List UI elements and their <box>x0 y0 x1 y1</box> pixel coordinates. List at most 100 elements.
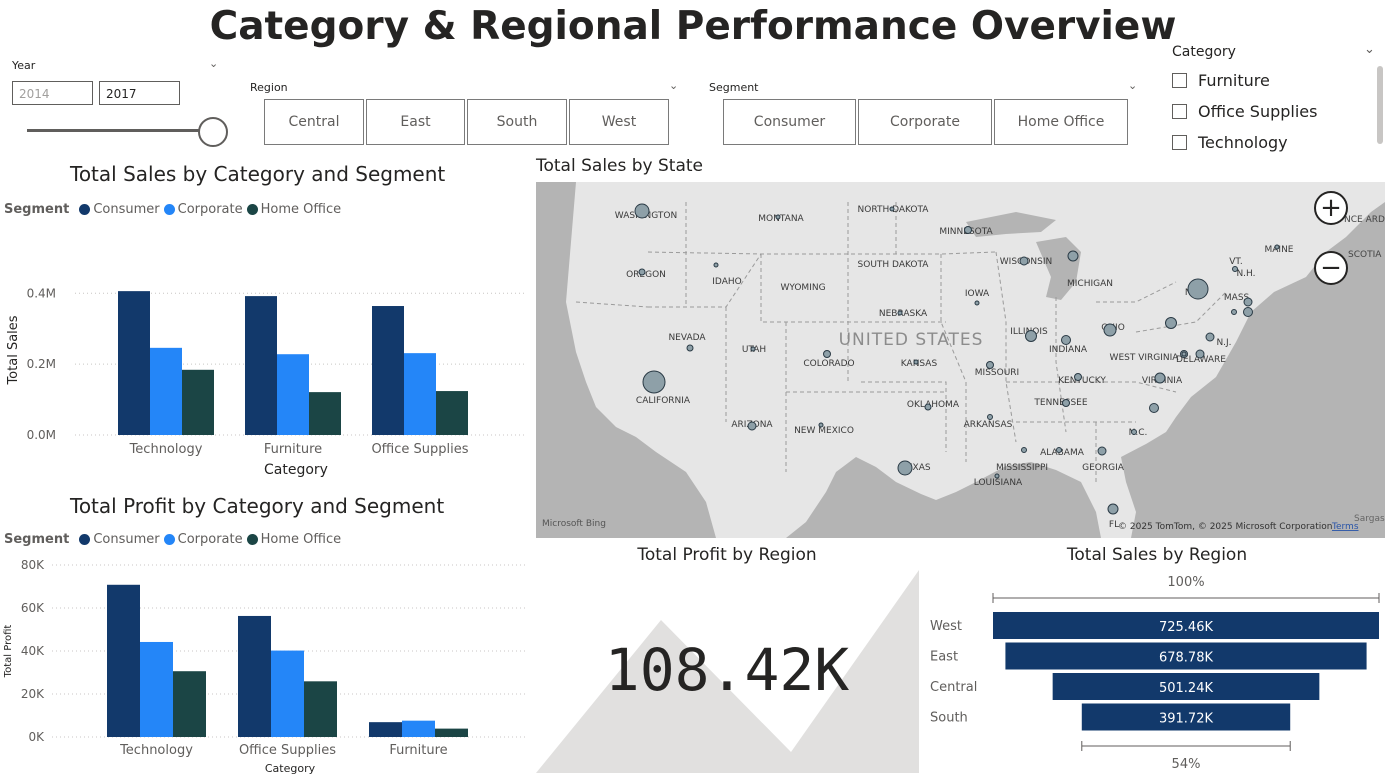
map-canvas[interactable]: WASHINGTON OREGON MONTANA IDAHO NORTH DA… <box>536 182 1385 538</box>
year-from-input[interactable]: 2014 <box>12 81 93 105</box>
region-tile-central[interactable]: Central <box>264 99 364 145</box>
checkbox[interactable] <box>1172 73 1187 88</box>
state-bubble <box>634 203 650 219</box>
map-terms-link[interactable]: Terms <box>1331 522 1359 532</box>
state-label: NEBRASKA <box>879 309 928 319</box>
category-item-label: Office Supplies <box>1198 102 1318 121</box>
bar-corporate[interactable] <box>404 353 436 435</box>
profit-bar-chart[interactable]: Total Profit Category 0K 20K 40K 60K 80K Tech… <box>0 555 530 777</box>
category-item-furniture[interactable]: Furniture <box>1172 65 1317 96</box>
bar-home-office[interactable] <box>182 369 214 435</box>
state-label: MICHIGAN <box>1067 279 1113 289</box>
bar-consumer[interactable] <box>118 291 150 435</box>
chevron-down-icon[interactable]: ⌄ <box>209 57 219 70</box>
state-bubble <box>642 370 666 394</box>
bar-home-office[interactable] <box>173 671 206 737</box>
state-bubble <box>775 214 781 220</box>
legend-item-home-office[interactable]: Home Office <box>260 202 342 217</box>
state-bubble <box>974 300 980 306</box>
checkbox[interactable] <box>1172 104 1187 119</box>
category-item-technology[interactable]: Technology <box>1172 127 1317 158</box>
map-lake <box>966 212 1056 237</box>
bar-corporate[interactable] <box>402 720 435 737</box>
zoom-in-button[interactable]: + <box>1314 191 1348 225</box>
bar-home-office[interactable] <box>435 728 468 737</box>
year-to-input[interactable]: 2017 <box>99 81 180 105</box>
y-axis-label: Total Sales <box>6 315 21 385</box>
state-bubble <box>1097 446 1107 456</box>
category-item-label: Furniture <box>1198 71 1270 90</box>
legend-dot-consumer <box>79 204 91 215</box>
funnel-bar-west[interactable] <box>993 612 1379 639</box>
bar-home-office[interactable] <box>309 392 341 435</box>
bar-corporate[interactable] <box>140 641 173 737</box>
state-bubble <box>913 359 919 365</box>
state-bubble <box>924 403 932 411</box>
checkbox[interactable] <box>1172 135 1187 150</box>
kpi-shape <box>536 570 919 773</box>
sales-chart-legend: Segment Consumer Corporate Home Office <box>4 202 341 217</box>
x-tick-label: Office Supplies <box>371 442 468 457</box>
legend-item-consumer[interactable]: Consumer <box>93 202 160 217</box>
state-label: TEXAS <box>900 463 931 473</box>
chevron-down-icon[interactable]: ⌄ <box>669 79 679 92</box>
legend-item-corporate[interactable]: Corporate <box>177 532 243 547</box>
state-bubble <box>686 344 694 352</box>
state-bubble <box>750 346 756 352</box>
sales-bubbles[interactable] <box>634 203 1280 515</box>
state-bubble <box>994 473 1000 479</box>
state-label: SOUTH DAKOTA <box>858 260 930 270</box>
state-bubble <box>638 268 646 276</box>
state-bubble <box>1181 351 1187 357</box>
category-item-label: Technology <box>1198 133 1288 152</box>
funnel-bar-central[interactable] <box>1052 673 1320 700</box>
y-tick-label: 40K <box>21 644 45 658</box>
bar-corporate[interactable] <box>277 354 309 435</box>
state-bubble <box>987 414 993 420</box>
kpi-background-shape <box>536 570 919 773</box>
category-item-office-supplies[interactable]: Office Supplies <box>1172 96 1317 127</box>
funnel-bar-east[interactable] <box>1005 642 1367 670</box>
page-title: Category & Regional Performance Overview <box>209 4 1177 49</box>
chevron-down-icon[interactable]: ⌄ <box>1128 79 1138 92</box>
funnel-top-pct: 100% <box>1167 575 1204 590</box>
segment-tile-consumer[interactable]: Consumer <box>723 99 856 145</box>
bar-consumer[interactable] <box>372 306 404 435</box>
zoom-out-button[interactable]: − <box>1314 251 1348 285</box>
funnel-category-label: West <box>930 619 962 634</box>
funnel-bar-south[interactable] <box>1081 703 1291 731</box>
bar-consumer[interactable] <box>245 296 277 435</box>
bar-consumer[interactable] <box>238 615 271 737</box>
bar-corporate[interactable] <box>150 347 182 435</box>
region-tile-east[interactable]: East <box>366 99 465 145</box>
state-map[interactable]: WASHINGTON OREGON MONTANA IDAHO NORTH DA… <box>536 182 1385 538</box>
legend-item-home-office[interactable]: Home Office <box>260 532 342 547</box>
chevron-down-icon[interactable]: ⌄ <box>1364 42 1375 57</box>
state-label: MONTANA <box>758 214 804 224</box>
year-slider-handle[interactable] <box>198 117 228 147</box>
profit-chart-legend: Segment Consumer Corporate Home Office <box>4 532 341 547</box>
state-label: NEW MEXICO <box>794 426 854 436</box>
state-label: OREGON <box>626 270 666 280</box>
legend-item-consumer[interactable]: Consumer <box>93 532 160 547</box>
year-slider-track[interactable] <box>27 129 212 132</box>
sales-bar-chart[interactable]: Total Sales Category 0.0M 0.2M 0.4M Technol… <box>0 225 530 485</box>
bar-corporate[interactable] <box>271 650 304 737</box>
segment-tile-home-office[interactable]: Home Office <box>994 99 1128 145</box>
legend-item-corporate[interactable]: Corporate <box>177 202 243 217</box>
sales-funnel-chart[interactable]: 100% 54% 725.46K West 678.78K East 501.24K Ce… <box>926 570 1386 777</box>
state-label: KENTUCKY <box>1058 376 1106 386</box>
bar-consumer[interactable] <box>369 722 402 737</box>
segment-tile-corporate[interactable]: Corporate <box>858 99 992 145</box>
bar-consumer[interactable] <box>107 584 140 737</box>
state-label: FL <box>1109 520 1119 530</box>
y-tick-label: 0.2M <box>27 357 56 371</box>
bar-home-office[interactable] <box>304 681 337 737</box>
region-tile-west[interactable]: West <box>569 99 669 145</box>
legend-dot-consumer <box>79 534 91 545</box>
bar-home-office[interactable] <box>436 391 468 435</box>
state-label: WYOMING <box>780 283 825 293</box>
profit-chart-title: Total Profit by Category and Segment <box>70 494 445 518</box>
region-tile-south[interactable]: South <box>467 99 567 145</box>
scrollbar[interactable] <box>1377 66 1383 144</box>
